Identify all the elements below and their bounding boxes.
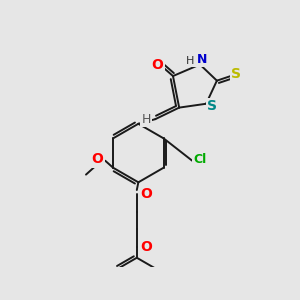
Text: H: H (141, 113, 151, 126)
Text: O: O (152, 58, 164, 72)
Text: N: N (197, 52, 207, 66)
Text: S: S (207, 99, 217, 113)
Text: Cl: Cl (193, 153, 207, 166)
Text: O: O (140, 240, 152, 254)
Text: O: O (140, 187, 152, 201)
Text: O: O (92, 152, 104, 166)
Text: H: H (186, 56, 194, 66)
Text: S: S (231, 67, 241, 81)
